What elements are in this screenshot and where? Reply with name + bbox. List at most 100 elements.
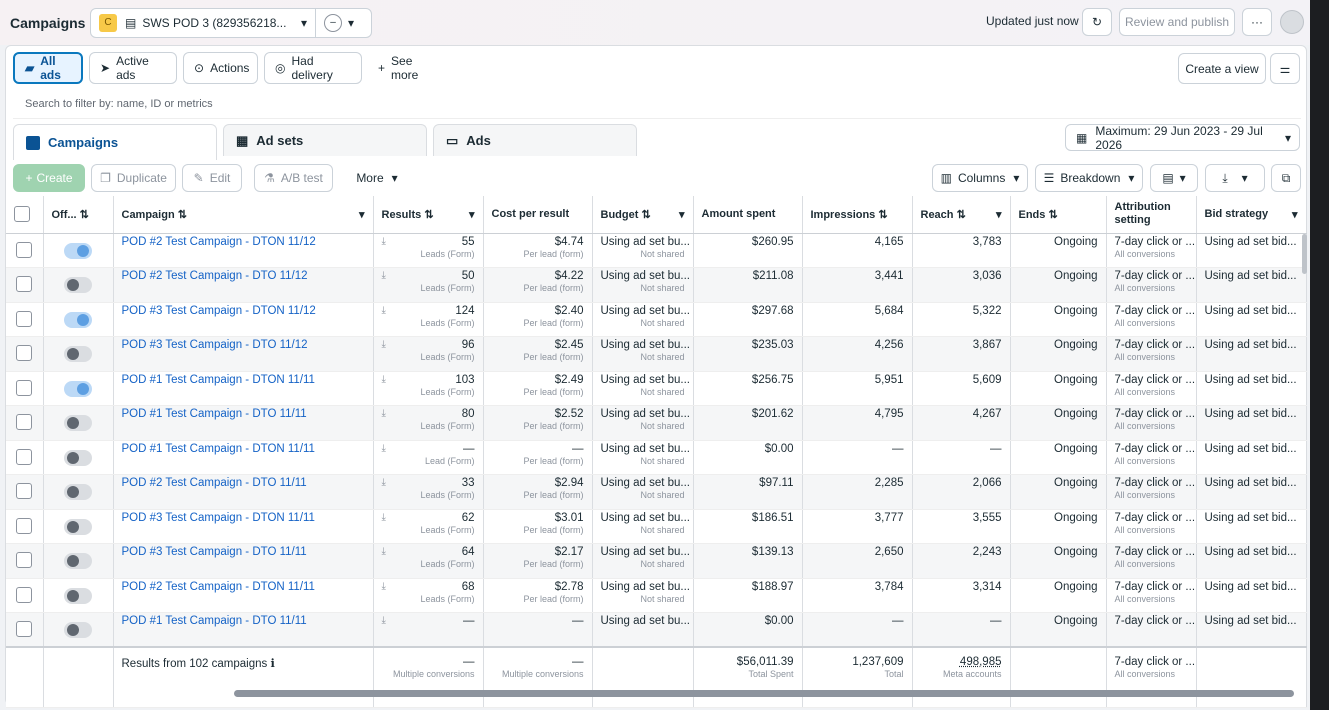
totals-bid <box>1196 646 1307 708</box>
select-all-checkbox[interactable] <box>14 206 30 223</box>
campaign-name-link[interactable]: POD #1 Test Campaign - DTON 11/11 <box>121 373 315 386</box>
cost-sub: Per lead (form) <box>523 386 584 397</box>
info-icon[interactable]: ℹ <box>270 658 275 670</box>
row-checkbox[interactable] <box>16 310 32 327</box>
campaign-name-link[interactable]: POD #1 Test Campaign - DTON 11/11 <box>121 442 315 455</box>
filter-actions[interactable]: ⊙ Actions <box>183 52 258 84</box>
tab-ad-sets[interactable]: ▦ Ad sets <box>223 124 427 156</box>
search-input[interactable]: Search to filter by: name, ID or metrics <box>13 91 1301 119</box>
row-checkbox[interactable] <box>16 448 32 465</box>
review-publish-button[interactable]: Review and publish <box>1119 8 1235 36</box>
campaign-name-link[interactable]: POD #3 Test Campaign - DTON 11/11 <box>121 511 315 524</box>
campaign-name-link[interactable]: POD #3 Test Campaign - DTO 11/11 <box>121 546 307 558</box>
col-campaign[interactable]: Campaign ⇅ ▾ <box>113 196 374 234</box>
row-checkbox[interactable] <box>16 483 32 499</box>
settings-button[interactable]: ⚌ <box>1270 53 1300 84</box>
campaign-name-link[interactable]: POD #1 Test Campaign - DTO 11/11 <box>121 408 307 420</box>
create-view-button[interactable]: Create a view <box>1178 53 1266 84</box>
row-checkbox[interactable] <box>16 414 32 430</box>
table-row[interactable]: POD #1 Test Campaign - DTON 11/11 ⤓ 103 Lea… <box>6 371 1307 406</box>
campaign-name-link[interactable]: POD #2 Test Campaign - DTON 11/11 <box>121 580 315 593</box>
col-bid-strategy[interactable]: Bid strategy ▾ <box>1196 196 1307 234</box>
table-row[interactable]: POD #3 Test Campaign - DTON 11/12 ⤓ 124 Lea… <box>6 302 1307 337</box>
horizontal-scrollbar[interactable] <box>234 690 1294 697</box>
col-reach[interactable]: Reach ⇅ ▾ <box>912 196 1011 234</box>
campaign-toggle[interactable] <box>63 311 92 328</box>
col-impressions[interactable]: Impressions ⇅ <box>802 196 913 234</box>
campaign-toggle[interactable] <box>63 346 92 362</box>
campaign-toggle[interactable] <box>63 415 92 431</box>
duplicate-button[interactable]: ❐ Duplicate <box>91 164 176 192</box>
campaign-toggle[interactable] <box>63 449 92 466</box>
reach-cell: 3,867 <box>912 336 1011 372</box>
row-checkbox[interactable] <box>16 379 32 396</box>
col-cost-per-result[interactable]: Cost per result <box>483 196 593 234</box>
table-row[interactable]: POD #3 Test Campaign - DTO 11/12 ⤓ 96 Leads… <box>6 336 1307 372</box>
results-sub: Leads (Form) <box>420 248 475 259</box>
filter-all-ads[interactable]: ▰ All ads <box>13 52 83 84</box>
row-checkbox[interactable] <box>16 517 32 534</box>
select-all-header[interactable] <box>6 196 44 234</box>
col-ends[interactable]: Ends ⇅ <box>1010 196 1107 234</box>
ab-test-button[interactable]: ⚗ A/B test <box>254 164 333 192</box>
status-dropdown[interactable]: – ▾ <box>316 9 371 37</box>
tab-ads[interactable]: ▭ Ads <box>433 124 637 156</box>
row-checkbox[interactable] <box>16 276 32 292</box>
row-select-cell <box>6 267 44 303</box>
campaign-toggle[interactable] <box>63 553 92 569</box>
campaign-name-link[interactable]: POD #3 Test Campaign - DTON 11/12 <box>121 304 316 317</box>
table-row[interactable]: POD #2 Test Campaign - DTO 11/12 ⤓ 50 Leads… <box>6 267 1307 303</box>
row-checkbox[interactable] <box>16 345 32 361</box>
account-selector[interactable]: C ▤ SWS POD 3 (829356218... ▾ – ▾ <box>90 7 372 38</box>
campaign-name-link[interactable]: POD #2 Test Campaign - DTON 11/12 <box>121 235 316 248</box>
campaign-toggle[interactable] <box>63 380 92 397</box>
table-row[interactable]: POD #3 Test Campaign - DTON 11/11 ⤓ 62 Lead… <box>6 509 1307 544</box>
refresh-button[interactable]: ↻ <box>1082 8 1112 36</box>
col-budget[interactable]: Budget ⇅ ▾ <box>592 196 694 234</box>
see-more-button[interactable]: + See more <box>368 52 448 84</box>
edit-button[interactable]: ✎ Edit <box>182 164 242 192</box>
filter-had-delivery[interactable]: ◎ Had delivery <box>264 52 362 84</box>
table-row[interactable]: POD #1 Test Campaign - DTON 11/11 ⤓ — Lead … <box>6 440 1307 475</box>
columns-button[interactable]: ▥ Columns ▾ <box>932 164 1028 192</box>
row-checkbox[interactable] <box>16 552 32 568</box>
cost-value: $4.22 <box>554 270 584 282</box>
tab-campaigns[interactable]: Campaigns <box>13 124 217 160</box>
row-checkbox[interactable] <box>16 621 32 637</box>
date-range-picker[interactable]: ▦ Maximum: 29 Jun 2023 - 29 Jul 2026 ▾ <box>1065 124 1300 152</box>
campaign-name-link[interactable]: POD #3 Test Campaign - DTO 11/12 <box>121 339 308 351</box>
table-row[interactable]: POD #1 Test Campaign - DTO 11/11 ⤓ 80 Leads… <box>6 405 1307 441</box>
campaign-name-link[interactable]: POD #2 Test Campaign - DTO 11/12 <box>121 270 308 282</box>
table-row[interactable]: POD #2 Test Campaign - DTON 11/12 ⤓ 55 Lead… <box>6 233 1307 268</box>
vertical-scrollbar[interactable] <box>1302 234 1307 274</box>
row-checkbox[interactable] <box>16 586 32 603</box>
table-row[interactable]: POD #2 Test Campaign - DTON 11/11 ⤓ 68 Lead… <box>6 578 1307 613</box>
campaign-name-link[interactable]: POD #2 Test Campaign - DTO 11/11 <box>121 477 307 489</box>
col-amount-spent[interactable]: Amount spent <box>693 196 803 234</box>
col-results[interactable]: Results ⇅ ▾ <box>373 196 484 234</box>
campaign-name-link[interactable]: POD #1 Test Campaign - DTO 11/11 <box>121 615 307 627</box>
campaign-toggle[interactable] <box>63 622 92 638</box>
avatar[interactable] <box>1280 10 1304 34</box>
row-checkbox[interactable] <box>16 241 32 258</box>
table-row[interactable]: POD #1 Test Campaign - DTO 11/11 ⤓ — — Using… <box>6 612 1307 648</box>
campaign-toggle[interactable] <box>63 518 92 535</box>
breakdown-button[interactable]: ☰ Breakdown ▾ <box>1035 164 1143 192</box>
filter-active-ads[interactable]: ➤ Active ads <box>89 52 177 84</box>
more-options-button[interactable]: ··· <box>1242 8 1272 36</box>
campaign-toggle[interactable] <box>63 277 92 293</box>
create-button[interactable]: + Create <box>13 164 85 192</box>
col-attribution[interactable]: Attribution setting <box>1106 196 1197 234</box>
export-button[interactable]: ⤓ ▾ <box>1205 164 1265 192</box>
filter-label: All ads <box>40 54 61 82</box>
chart-button[interactable]: ⧉ <box>1271 164 1301 192</box>
table-row[interactable]: POD #3 Test Campaign - DTO 11/11 ⤓ 64 Leads… <box>6 543 1307 579</box>
download-icon: ⤓ <box>381 511 386 523</box>
more-button[interactable]: More ▾ <box>345 164 409 192</box>
campaign-toggle[interactable] <box>63 587 92 604</box>
campaign-toggle[interactable] <box>63 484 92 500</box>
campaign-toggle[interactable] <box>63 242 92 259</box>
table-row[interactable]: POD #2 Test Campaign - DTO 11/11 ⤓ 33 Leads… <box>6 474 1307 510</box>
col-off[interactable]: Off... ⇅ <box>43 196 114 234</box>
reports-button[interactable]: ▤ ▾ <box>1150 164 1198 192</box>
